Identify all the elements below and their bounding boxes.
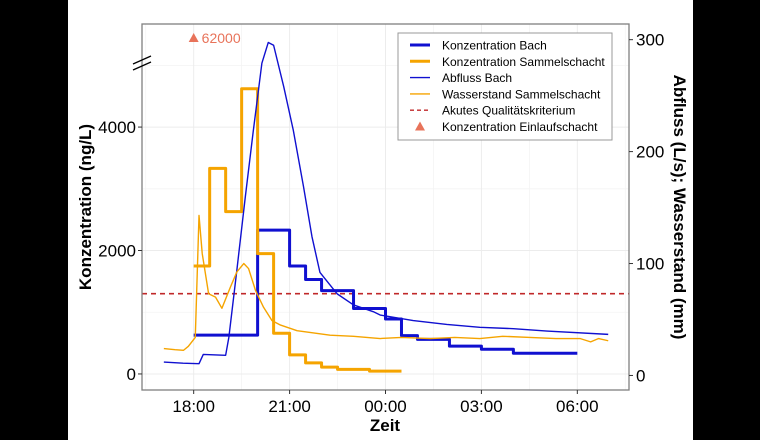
y-axis-left-title: Konzentration (ng/L) — [76, 124, 95, 290]
legend-label: Abfluss Bach — [442, 71, 512, 85]
y-right-tick-label: 300 — [636, 31, 664, 50]
legend-label: Konzentration Einlaufschacht — [442, 120, 598, 134]
data-marks: 62000 — [142, 30, 629, 373]
y-axis-right-title: Abfluss (L/s); Wasserstand (mm) — [670, 75, 689, 340]
axes: 18:00 21:00 00:00 03:00 06:00 0 2000 4000 0 100 20… — [98, 31, 664, 416]
x-tick-label: 03:00 — [460, 397, 503, 416]
series-konzentration-bach — [193, 228, 578, 355]
x-tick-label: 00:00 — [364, 397, 407, 416]
x-axis-title: Zeit — [370, 416, 401, 435]
y-right-tick-label: 100 — [636, 255, 664, 274]
legend-label: Konzentration Bach — [442, 39, 547, 53]
legend-label: Wasserstand Sammelschacht — [442, 87, 601, 101]
y-right-tick-label: 200 — [636, 143, 664, 162]
einlaufschacht-point — [188, 33, 199, 42]
y-left-tick-label: 2000 — [98, 242, 136, 261]
legend-triangle-icon — [415, 121, 425, 131]
legend: Konzentration Bach Konzentration Sammelsc… — [397, 32, 613, 141]
y-right-tick-label: 0 — [636, 366, 645, 385]
series-wasserstand-sammelschacht — [163, 214, 609, 351]
y-left-tick-label: 4000 — [98, 118, 136, 137]
legend-label: Akutes Qualitätskriterium — [442, 104, 575, 118]
einlaufschacht-label: 62000 — [202, 30, 241, 46]
x-tick-label: 21:00 — [268, 397, 311, 416]
axis-break-mark — [132, 61, 152, 71]
x-tick-label: 18:00 — [172, 397, 215, 416]
y-left-tick-label: 0 — [127, 365, 136, 384]
series-konzentration-sammelschacht — [193, 87, 402, 373]
x-tick-label: 06:00 — [556, 397, 599, 416]
legend-box — [397, 32, 613, 141]
axis-break-mark — [132, 55, 152, 65]
legend-label: Konzentration Sammelschacht — [442, 55, 605, 69]
